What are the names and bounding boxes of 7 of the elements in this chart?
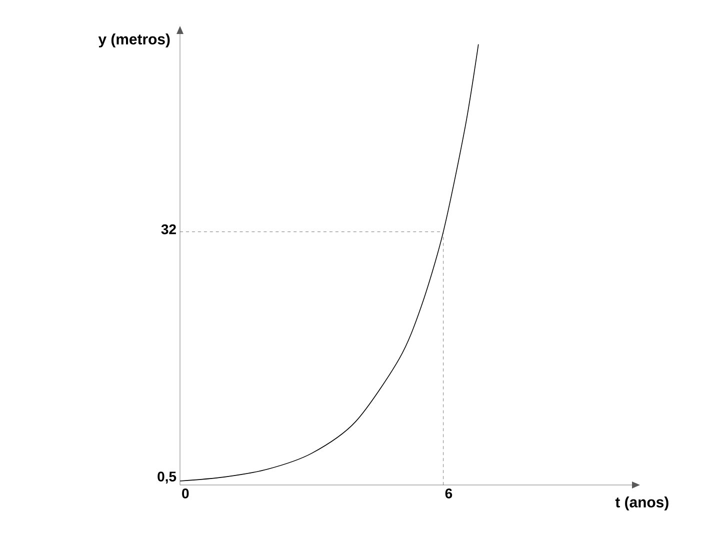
x-tick-label: 6 bbox=[445, 488, 452, 498]
x-axis-title: t (anos) bbox=[615, 496, 668, 510]
y-axis-title: y (metros) bbox=[98, 34, 170, 48]
y-tick-label: 0,5 bbox=[158, 472, 176, 484]
y-tick-label: 32 bbox=[161, 224, 176, 234]
line-series bbox=[180, 44, 479, 482]
x-tick-label: 0 bbox=[182, 488, 189, 498]
